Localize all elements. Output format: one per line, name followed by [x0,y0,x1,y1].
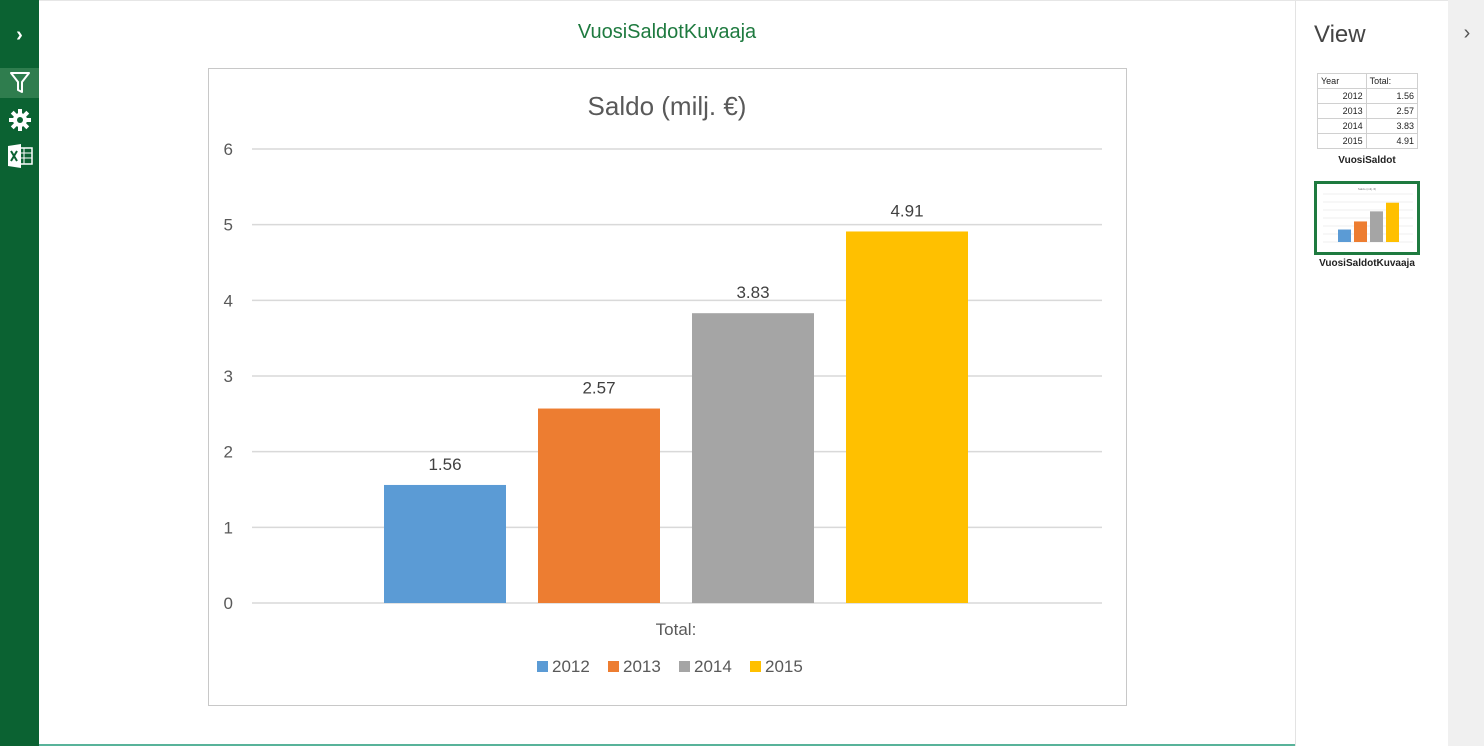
y-tick-label: 1 [224,518,233,537]
thumbnail-label-vuosisaldot[interactable]: VuosiSaldot [1338,155,1396,166]
legend-label: 2013 [623,657,661,676]
table-cell: 2012 [1317,88,1367,104]
excel-button[interactable] [0,141,39,171]
thumbnail-table-vuosisaldot[interactable]: Year Total: 2012 1.56 2013 2.57 2014 3.8… [1317,73,1419,149]
thumbnail-chart-vuosisaldotkuvaaja[interactable]: Saldo (milj. €) [1314,181,1420,255]
thumbnail-label-vuosisaldotkuvaaja[interactable]: VuosiSaldotKuvaaja [1319,258,1415,269]
table-cell: 2015 [1317,133,1367,149]
table-header-cell: Year [1317,73,1367,89]
chart-frame[interactable]: Saldo (milj. €) 0 1 2 3 4 5 6 1.56 2.57 3.83 4.91… [208,68,1127,706]
table-cell: 2014 [1317,118,1367,134]
table-row: 2014 3.83 [1317,118,1419,134]
data-label: 4.91 [890,201,923,220]
table-cell: 4.91 [1365,133,1419,149]
chevron-right-icon: › [1463,22,1471,44]
table-row: 2013 2.57 [1317,103,1419,119]
filter-button[interactable] [0,68,39,98]
excel-icon [7,144,33,168]
table-row: 2012 1.56 [1317,88,1419,104]
view-panel: View Year Total: 2012 1.56 2013 2.57 201… [1295,0,1448,746]
view-title: VuosiSaldotKuvaaja [577,21,757,43]
thumbnail-title: Saldo (milj. €) [1358,187,1376,191]
bar-2014[interactable] [692,313,814,603]
legend-label: 2014 [694,657,732,676]
chart-title: Saldo (milj. €) [588,91,747,121]
table-header-cell: Total: [1365,73,1419,89]
collapse-panel-button[interactable]: › [1458,22,1476,46]
data-label: 2.57 [582,379,615,398]
thumbnail-bar [1354,221,1367,242]
thumbnail-bar [1338,229,1351,242]
expand-rail-button[interactable]: › [0,20,39,50]
legend-swatch [537,661,548,672]
legend-swatch [608,661,619,672]
y-tick-label: 3 [224,367,233,386]
y-tick-label: 5 [224,216,233,235]
table-cell: 2.57 [1365,103,1419,119]
legend-swatch [679,661,690,672]
table-cell: 1.56 [1365,88,1419,104]
main-view: VuosiSaldotKuvaaja Saldo (milj. €) 0 1 2 3 4… [39,0,1295,746]
legend-swatch [750,661,761,672]
y-tick-label: 0 [224,594,233,613]
panel-title: View [1314,21,1366,48]
panel-gutter: › [1448,0,1484,746]
legend-label: 2012 [552,657,590,676]
gear-icon [8,109,31,131]
thumbnail-chart-image: Saldo (milj. €) [1323,187,1413,243]
bar-2013[interactable] [538,408,660,603]
left-rail: › [0,0,39,746]
table-header-row: Year Total: [1317,73,1419,89]
bar-2012[interactable] [384,484,506,603]
legend-label: 2015 [765,657,803,676]
table-row: 2015 4.91 [1317,133,1419,149]
table-cell: 3.83 [1365,118,1419,134]
table-cell: 2013 [1317,103,1367,119]
filter-icon [9,72,30,93]
data-label: 3.83 [736,283,769,302]
settings-button[interactable] [0,105,39,135]
data-label: 1.56 [428,455,461,474]
thumbnail-bar [1370,211,1383,242]
y-tick-label: 6 [224,140,233,159]
bar-2015[interactable] [846,231,968,603]
thumbnail-bar [1386,202,1399,242]
chevron-right-icon: › [16,24,23,46]
y-tick-label: 4 [224,291,233,310]
y-tick-label: 2 [224,443,233,462]
category-label: Total: [656,620,697,639]
bar-chart: Saldo (milj. €) 0 1 2 3 4 5 6 1.56 2.57 3.83 4.91… [224,91,1102,676]
